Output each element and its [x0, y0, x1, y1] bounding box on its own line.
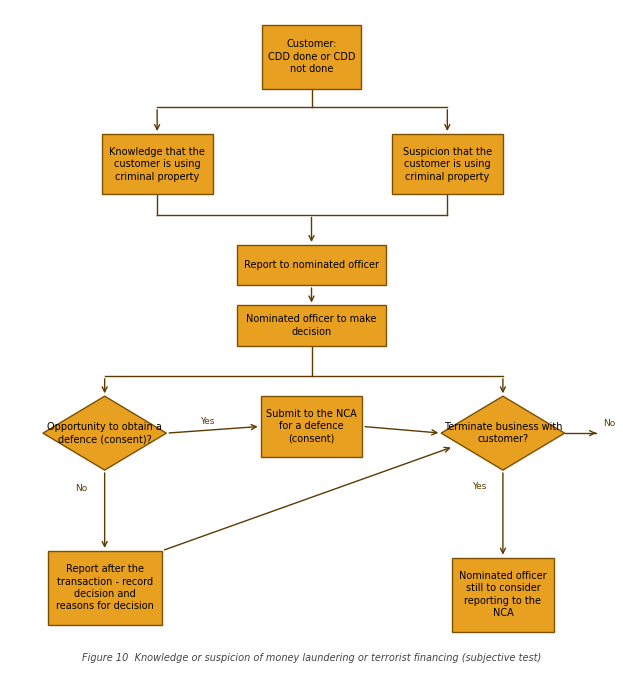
- FancyBboxPatch shape: [237, 305, 386, 346]
- Text: Knowledge that the
customer is using
criminal property: Knowledge that the customer is using cri…: [109, 146, 205, 182]
- FancyBboxPatch shape: [102, 134, 212, 195]
- FancyBboxPatch shape: [260, 396, 363, 457]
- FancyBboxPatch shape: [262, 24, 361, 89]
- Text: No: No: [603, 418, 616, 428]
- Text: Yes: Yes: [200, 416, 214, 426]
- Text: Report to nominated officer: Report to nominated officer: [244, 260, 379, 270]
- Text: Customer:
CDD done or CDD
not done: Customer: CDD done or CDD not done: [268, 39, 355, 74]
- FancyBboxPatch shape: [47, 551, 162, 625]
- FancyBboxPatch shape: [452, 557, 554, 631]
- Text: Figure 10  Knowledge or suspicion of money laundering or terrorist financing (su: Figure 10 Knowledge or suspicion of mone…: [82, 654, 541, 663]
- FancyBboxPatch shape: [237, 245, 386, 285]
- Text: Suspicion that the
customer is using
criminal property: Suspicion that the customer is using cri…: [403, 146, 492, 182]
- Text: Opportunity to obtain a
defence (consent)?: Opportunity to obtain a defence (consent…: [47, 422, 162, 444]
- Polygon shape: [43, 396, 166, 470]
- Text: Submit to the NCA
for a defence
(consent): Submit to the NCA for a defence (consent…: [266, 409, 357, 444]
- Text: Report after the
transaction - record
decision and
reasons for decision: Report after the transaction - record de…: [55, 564, 154, 612]
- Text: No: No: [75, 485, 87, 494]
- FancyBboxPatch shape: [392, 134, 503, 195]
- Text: Nominated officer to make
decision: Nominated officer to make decision: [246, 315, 377, 337]
- Text: Yes: Yes: [472, 483, 487, 492]
- Polygon shape: [441, 396, 564, 470]
- Text: Nominated officer
still to consider
reporting to the
NCA: Nominated officer still to consider repo…: [459, 571, 547, 618]
- Text: Terminate business with
customer?: Terminate business with customer?: [444, 422, 562, 444]
